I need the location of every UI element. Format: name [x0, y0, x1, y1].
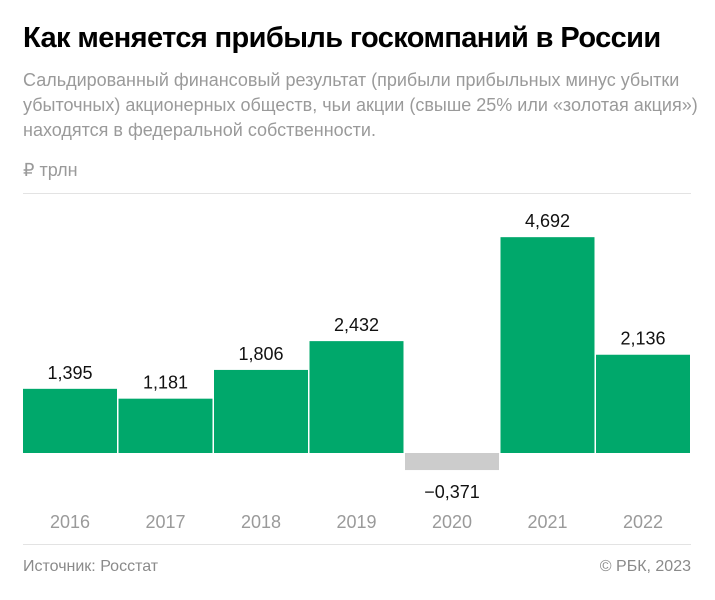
value-label-2022: 2,136 [620, 329, 665, 349]
value-label-2019: 2,432 [334, 315, 379, 335]
value-label-2020: −0,371 [424, 482, 480, 502]
value-label-2021: 4,692 [525, 211, 570, 231]
y-axis-unit: ₽ трлн [23, 160, 78, 180]
bar-2022 [596, 354, 690, 453]
top-divider [23, 193, 691, 194]
bar-2017 [118, 398, 213, 453]
source-note: Источник: Росстат [23, 558, 159, 575]
x-tick-label: 2020 [432, 512, 472, 532]
chart-title: Как меняется прибыль госкомпаний в Росси… [23, 22, 661, 54]
copyright: © РБК, 2023 [599, 558, 691, 575]
bottom-divider [23, 544, 691, 545]
bar-2018 [214, 369, 308, 453]
x-tick-label: 2019 [336, 512, 376, 532]
bar-2016 [23, 388, 117, 453]
value-label-2018: 1,806 [238, 344, 283, 364]
x-tick-label: 2016 [50, 512, 90, 532]
chart-subtitle: Сальдированный финансовый результат (при… [23, 70, 698, 140]
x-tick-label: 2018 [241, 512, 281, 532]
bar-2019 [309, 341, 404, 453]
x-tick-label: 2022 [623, 512, 663, 532]
x-tick-label: 2021 [527, 512, 567, 532]
bar-2021 [500, 237, 595, 453]
bar-chart: 1,395 2016 1,181 2017 1,806 2018 2,432 2019 −0,3… [23, 211, 690, 532]
value-label-2017: 1,181 [143, 373, 188, 393]
bar-2020 [405, 453, 499, 471]
value-label-2016: 1,395 [47, 363, 92, 383]
x-tick-label: 2017 [145, 512, 185, 532]
